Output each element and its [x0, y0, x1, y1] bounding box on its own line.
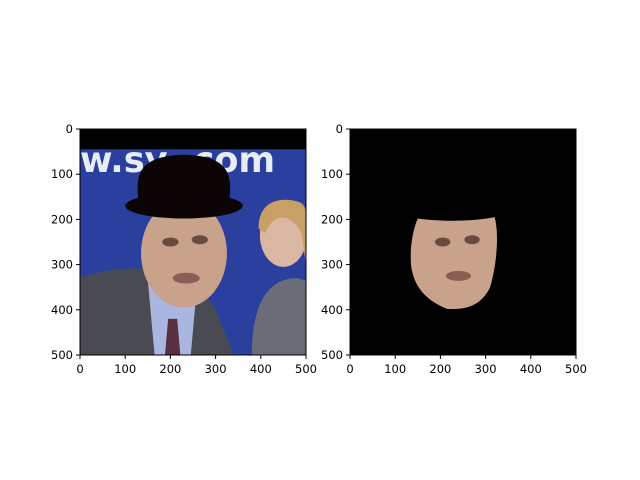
y-tick-label: 200	[321, 212, 343, 226]
man-eye-right	[191, 235, 208, 245]
x-tick-label: 0	[76, 362, 83, 376]
man-mouth	[172, 272, 200, 284]
right-image	[350, 129, 576, 355]
y-tick-label: 300	[321, 258, 343, 272]
right-axes-frame	[349, 128, 577, 356]
bowler-hat-brim	[125, 193, 243, 219]
man-tie	[164, 318, 181, 355]
x-tick-label: 200	[429, 362, 451, 376]
x-tick-label: 100	[384, 362, 406, 376]
x-tick-label: 100	[114, 362, 136, 376]
man-eye-left	[162, 237, 179, 247]
top-black-band	[80, 129, 306, 150]
y-tick-label: 500	[51, 348, 73, 362]
man-face	[141, 199, 227, 308]
y-tick-label: 100	[51, 167, 73, 181]
y-tick-label: 400	[51, 303, 73, 317]
face-eye-right	[464, 235, 480, 245]
x-tick-label: 500	[295, 362, 317, 376]
x-tick-label: 400	[250, 362, 272, 376]
face-eye-left	[434, 237, 451, 247]
x-tick-label: 200	[159, 362, 181, 376]
y-tick-label: 0	[336, 122, 343, 136]
left-panel: w.sy .com 0 100 200 300 400 50001002003004005…	[51, 122, 317, 376]
woman-body	[251, 278, 306, 355]
left-image: w.sy .com	[80, 129, 306, 355]
face-mouth	[445, 270, 472, 281]
x-tick-label: 300	[475, 362, 497, 376]
x-tick-label: 300	[205, 362, 227, 376]
y-tick-label: 300	[51, 258, 73, 272]
y-tick-label: 400	[321, 303, 343, 317]
y-tick-label: 0	[66, 122, 73, 136]
woman-hair	[258, 199, 306, 265]
y-tick-label: 200	[51, 212, 73, 226]
x-tick-label: 400	[520, 362, 542, 376]
left-axes-frame	[79, 128, 307, 356]
x-tick-label: 0	[346, 362, 353, 376]
x-tick-label: 500	[565, 362, 587, 376]
y-tick-label: 100	[321, 167, 343, 181]
y-tick-label: 500	[321, 348, 343, 362]
